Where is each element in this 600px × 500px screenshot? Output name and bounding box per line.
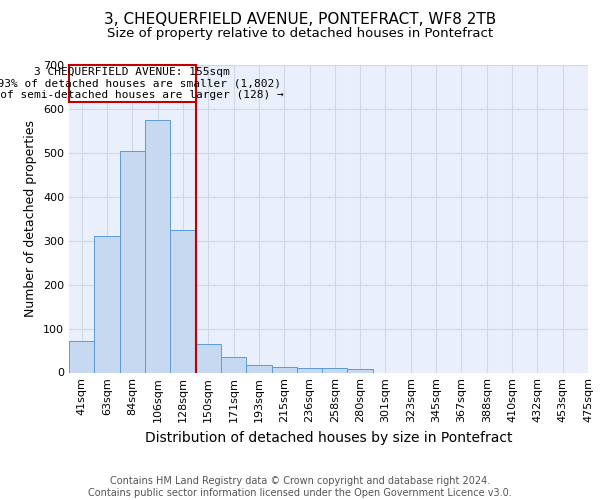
Bar [272, 367, 297, 372]
Bar [170, 230, 196, 372]
Bar [297, 368, 322, 372]
FancyBboxPatch shape [69, 65, 196, 102]
Text: 3 CHEQUERFIELD AVENUE: 155sqm
← 93% of detached houses are smaller (1,802)
7% of: 3 CHEQUERFIELD AVENUE: 155sqm ← 93% of d… [0, 67, 284, 100]
Bar [221, 357, 246, 372]
Bar [196, 344, 221, 372]
Bar [94, 236, 119, 372]
Text: Contains HM Land Registry data © Crown copyright and database right 2024.
Contai: Contains HM Land Registry data © Crown c… [88, 476, 512, 498]
Bar [347, 369, 373, 372]
Bar [119, 150, 145, 372]
Bar [246, 364, 272, 372]
Bar [145, 120, 170, 372]
Bar [69, 341, 94, 372]
X-axis label: Distribution of detached houses by size in Pontefract: Distribution of detached houses by size … [145, 430, 512, 444]
Bar [322, 368, 347, 372]
Text: Size of property relative to detached houses in Pontefract: Size of property relative to detached ho… [107, 28, 493, 40]
Text: 3, CHEQUERFIELD AVENUE, PONTEFRACT, WF8 2TB: 3, CHEQUERFIELD AVENUE, PONTEFRACT, WF8 … [104, 12, 496, 28]
Y-axis label: Number of detached properties: Number of detached properties [25, 120, 37, 318]
